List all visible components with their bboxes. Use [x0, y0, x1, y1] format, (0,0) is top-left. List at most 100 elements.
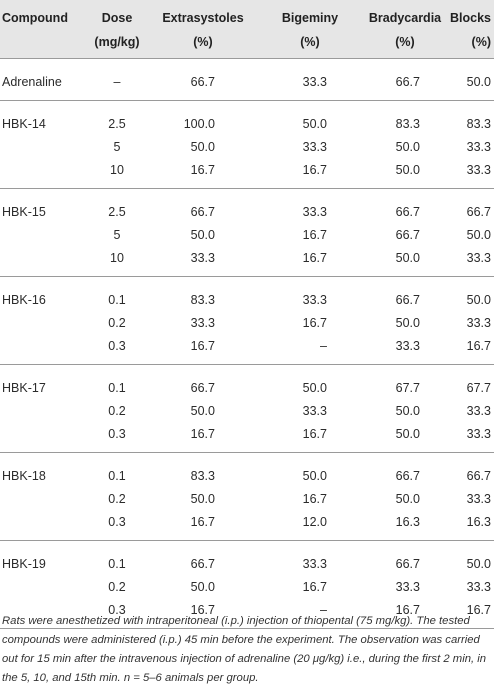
value-cell: 50.0: [466, 557, 491, 571]
value-cell: 33.3: [302, 404, 327, 418]
value-cell: 50.0: [395, 427, 420, 441]
value-cell: 66.7: [395, 205, 420, 219]
value-cell: 66.7: [395, 557, 420, 571]
row-rule: [0, 540, 494, 541]
column-header: Extrasystoles: [162, 11, 244, 25]
dose-cell: 0.2: [108, 580, 126, 594]
row-rule: [0, 452, 494, 453]
value-cell: 50.0: [190, 228, 215, 242]
column-header: Dose: [101, 11, 133, 25]
value-cell: 33.3: [190, 251, 215, 265]
value-cell: 50.0: [395, 404, 420, 418]
dose-cell: 0.1: [108, 469, 126, 483]
value-cell: 33.3: [466, 316, 491, 330]
value-cell: 33.3: [466, 163, 491, 177]
value-cell: 33.3: [466, 404, 491, 418]
header-background: [0, 0, 494, 59]
dose-cell: 0.2: [108, 316, 126, 330]
value-cell: 33.3: [302, 75, 327, 89]
value-cell: 16.3: [466, 515, 491, 529]
compound-name: HBK-18: [2, 469, 46, 483]
value-cell: 50.0: [395, 251, 420, 265]
value-cell: 66.7: [395, 293, 420, 307]
compound-name: HBK-14: [2, 117, 46, 131]
column-unit: (mg/kg): [94, 35, 140, 49]
compound-name: HBK-17: [2, 381, 46, 395]
row-rule: [0, 100, 494, 101]
value-cell: 50.0: [466, 228, 491, 242]
value-cell: 16.3: [395, 515, 420, 529]
value-cell: 33.3: [395, 339, 420, 353]
dose-cell: 0.1: [108, 557, 126, 571]
value-cell: 16.7: [190, 515, 215, 529]
value-cell: 100.0: [183, 117, 215, 131]
value-cell: 67.7: [466, 381, 491, 395]
column-unit: (%): [193, 35, 213, 49]
value-cell: 33.3: [395, 580, 420, 594]
value-cell: 33.3: [466, 580, 491, 594]
value-cell: 50.0: [395, 163, 420, 177]
column-header: Blocks: [450, 11, 491, 25]
value-cell: 50.0: [395, 316, 420, 330]
dose-cell: 0.3: [108, 339, 126, 353]
value-cell: 50.0: [190, 404, 215, 418]
value-cell: 16.7: [190, 603, 215, 617]
row-rule: [0, 188, 494, 189]
value-cell: 16.7: [466, 603, 491, 617]
value-cell: 16.7: [302, 492, 327, 506]
value-cell: 50.0: [395, 492, 420, 506]
compound-name: HBK-16: [2, 293, 46, 307]
value-cell: 33.3: [302, 205, 327, 219]
value-cell: 66.7: [466, 469, 491, 483]
value-cell: 16.7: [302, 228, 327, 242]
value-cell: 33.3: [302, 557, 327, 571]
dose-cell: 2.5: [108, 205, 126, 219]
value-cell: 66.7: [190, 557, 215, 571]
value-cell: 50.0: [466, 293, 491, 307]
footnote: Rats were anesthetized with intraperiton…: [2, 615, 487, 684]
value-cell: 50.0: [395, 140, 420, 154]
value-cell: –: [320, 339, 327, 353]
dose-cell: 0.2: [108, 404, 126, 418]
value-cell: 16.7: [190, 339, 215, 353]
value-cell: –: [320, 603, 327, 617]
value-cell: 66.7: [190, 381, 215, 395]
dose-cell: 0.1: [108, 293, 126, 307]
value-cell: 33.3: [466, 140, 491, 154]
dose-cell: 0.3: [108, 515, 126, 529]
value-cell: 16.7: [302, 251, 327, 265]
value-cell: 66.7: [190, 75, 215, 89]
column-header: Bigeminy: [281, 11, 339, 25]
dose-cell: 0.2: [108, 492, 126, 506]
dose-cell: 5: [113, 228, 121, 242]
value-cell: 66.7: [395, 75, 420, 89]
value-cell: 66.7: [190, 205, 215, 219]
row-rule: [0, 276, 494, 277]
compound-name: HBK-19: [2, 557, 46, 571]
value-cell: 50.0: [190, 492, 215, 506]
value-cell: 33.3: [466, 251, 491, 265]
value-cell: 33.3: [466, 492, 491, 506]
row-rule: [0, 364, 494, 365]
value-cell: 50.0: [190, 580, 215, 594]
value-cell: 16.7: [302, 427, 327, 441]
compound-name: HBK-15: [2, 205, 46, 219]
dose-cell: 5: [113, 140, 121, 154]
value-cell: 66.7: [395, 469, 420, 483]
value-cell: 66.7: [466, 205, 491, 219]
dose-cell: 10: [110, 163, 124, 177]
value-cell: 16.7: [302, 163, 327, 177]
dose-cell: 0.3: [108, 427, 126, 441]
value-cell: 33.3: [190, 316, 215, 330]
value-cell: 16.7: [302, 316, 327, 330]
value-cell: 16.7: [395, 603, 420, 617]
column-unit: (%): [395, 35, 415, 49]
value-cell: 50.0: [302, 381, 327, 395]
dose-cell: 0.3: [108, 603, 126, 617]
value-cell: 16.7: [190, 427, 215, 441]
value-cell: 67.7: [395, 381, 420, 395]
value-cell: 16.7: [466, 339, 491, 353]
value-cell: 50.0: [302, 117, 327, 131]
value-cell: 33.3: [302, 293, 327, 307]
